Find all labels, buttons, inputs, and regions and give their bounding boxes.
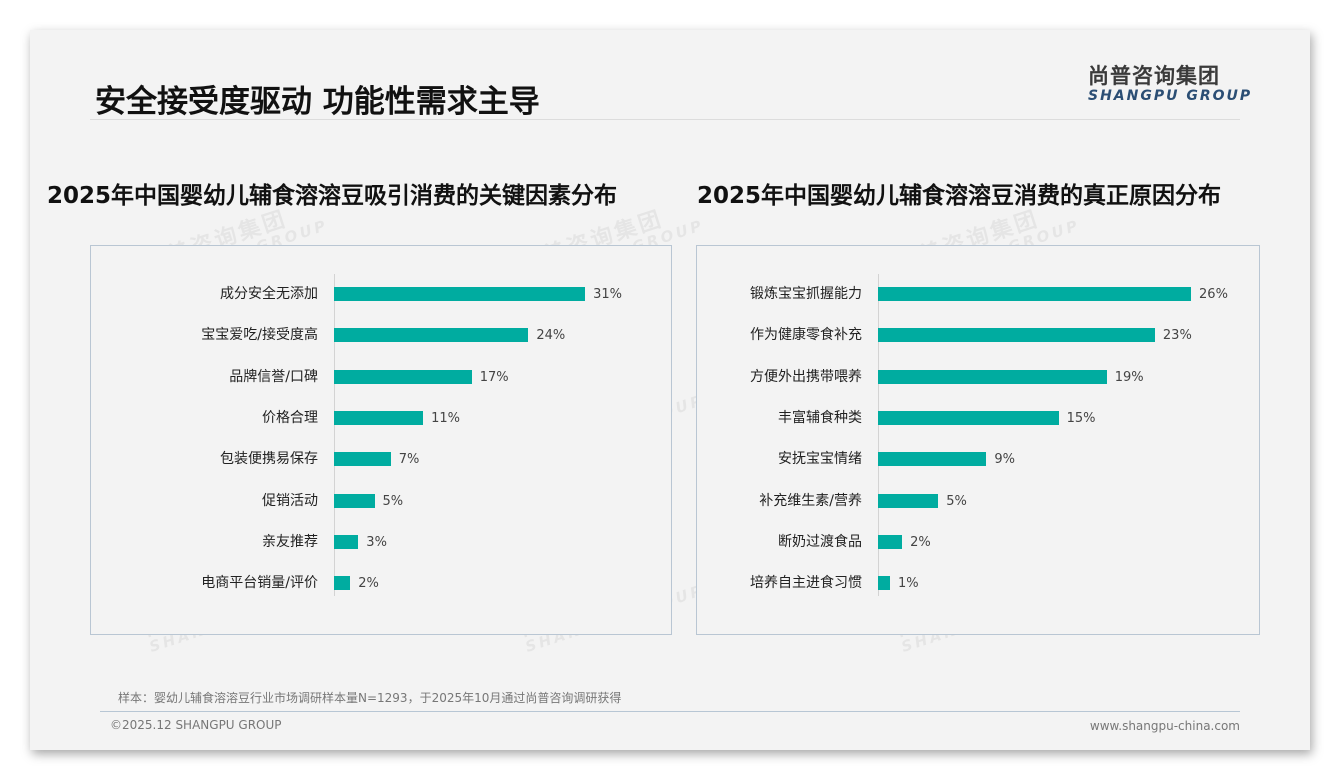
chart-title-right: 2025年中国婴幼儿辅食溶溶豆消费的真正原因分布 (697, 183, 1222, 209)
value-label: 23% (1162, 328, 1192, 344)
chart-right: 锻炼宝宝抓握能力 26% 作为健康零食补充 23% 方便外出携带喂养 19% 丰富辅食种类 1… (696, 245, 1260, 635)
value-label: 31% (593, 287, 622, 302)
category-label: 断奶过渡食品 (778, 533, 862, 550)
category-label: 宝宝爱吃/接受度高 (201, 327, 318, 344)
value-label: 15% (1066, 410, 1096, 426)
chart-left: 成分安全无添加 31% 宝宝爱吃/接受度高 24% 品牌信誉/口碑 17% 价格合理 11% 包… (90, 245, 672, 635)
bar-row-label-wrap: 锻炼宝宝抓握能力 (697, 284, 862, 304)
bar-row-label-wrap: 补充维生素/营养 (697, 491, 862, 511)
bar-row-label-wrap: 安抚宝宝情绪 (697, 449, 862, 469)
category-label: 补充维生素/营养 (759, 492, 862, 509)
data-bar (334, 576, 351, 591)
bar-row-label-wrap: 作为健康零食补充 (697, 325, 862, 345)
data-bar (334, 287, 586, 301)
value-label: 7% (398, 452, 420, 468)
copyright: ©2025.12 SHANGPU GROUP (110, 718, 282, 732)
title-divider (90, 119, 1240, 120)
category-label: 包装便携易保存 (220, 451, 318, 468)
value-label: 9% (994, 452, 1015, 468)
data-bar (878, 369, 1107, 384)
slide: 安全接受度驱动 功能性需求主导 尚普咨询集团 SHANGPU GROUP 尚普咨… (30, 30, 1310, 750)
data-bar (334, 410, 424, 425)
data-bar (334, 534, 359, 549)
footer-divider (100, 711, 1240, 712)
data-bar (878, 410, 1059, 425)
logo-en-text: SHANGPU GROUP (1088, 88, 1253, 104)
category-label: 锻炼宝宝抓握能力 (750, 286, 862, 302)
bar-row-label-wrap: 宝宝爱吃/接受度高 (91, 325, 318, 345)
category-label: 作为健康零食补充 (750, 327, 862, 344)
bar-row-label-wrap: 价格合理 (91, 408, 318, 428)
data-bar (878, 328, 1155, 343)
category-label: 成分安全无添加 (220, 286, 318, 302)
category-label: 电商平台销量/评价 (201, 575, 318, 592)
value-label: 11% (431, 410, 460, 426)
bar-row-label-wrap: 电商平台销量/评价 (91, 573, 318, 593)
category-label: 促销活动 (262, 492, 318, 509)
data-bar (334, 328, 529, 343)
category-label: 方便外出携带喂养 (750, 368, 862, 385)
bar-row-label-wrap: 方便外出携带喂养 (697, 367, 862, 387)
value-label: 1% (898, 576, 919, 592)
category-label: 丰富辅食种类 (778, 409, 862, 426)
bar-row-label-wrap: 断奶过渡食品 (697, 532, 862, 552)
bar-row-label-wrap: 亲友推荐 (91, 532, 318, 552)
bar-row-label-wrap: 包装便携易保存 (91, 449, 318, 469)
data-bar (878, 287, 1192, 301)
data-bar (878, 493, 939, 508)
category-label: 价格合理 (262, 409, 318, 426)
value-label: 19% (1114, 369, 1144, 385)
bar-row-label-wrap: 丰富辅食种类 (697, 408, 862, 428)
brand-logo: 尚普咨询集团 SHANGPU GROUP (1088, 64, 1252, 104)
bar-row-label-wrap: 培养自主进食习惯 (697, 573, 862, 593)
bar-row-label-wrap: 成分安全无添加 (91, 284, 318, 304)
website-link[interactable]: www.shangpu-china.com (1089, 719, 1240, 733)
page-title: 安全接受度驱动 功能性需求主导 (95, 84, 540, 120)
value-label: 5% (946, 493, 967, 509)
value-label: 17% (479, 369, 509, 385)
value-label: 2% (358, 576, 379, 592)
logo-cn-text: 尚普咨询集团 (1088, 64, 1220, 88)
data-bar (334, 452, 391, 467)
category-label: 品牌信誉/口碑 (229, 368, 318, 385)
value-label: 3% (366, 534, 387, 550)
bar-row-label-wrap: 促销活动 (91, 491, 318, 511)
value-label: 24% (536, 328, 566, 344)
data-bar (878, 576, 891, 591)
data-bar (334, 369, 472, 384)
bar-row-label-wrap: 品牌信誉/口碑 (91, 367, 318, 387)
data-bar (878, 534, 903, 549)
value-label: 26% (1199, 287, 1228, 302)
data-bar (878, 452, 987, 467)
chart-left-axis (334, 274, 335, 596)
category-label: 培养自主进食习惯 (750, 575, 862, 592)
value-label: 5% (382, 493, 404, 509)
sample-footnote: 样本：婴幼儿辅食溶溶豆行业市场调研样本量N=1293，于2025年10月通过尚普… (118, 691, 622, 705)
category-label: 安抚宝宝情绪 (778, 451, 862, 468)
chart-title-left: 2025年中国婴幼儿辅食溶溶豆吸引消费的关键因素分布 (47, 183, 618, 209)
value-label: 2% (910, 534, 931, 550)
category-label: 亲友推荐 (262, 533, 318, 550)
data-bar (334, 493, 375, 508)
chart-right-axis (878, 274, 879, 596)
